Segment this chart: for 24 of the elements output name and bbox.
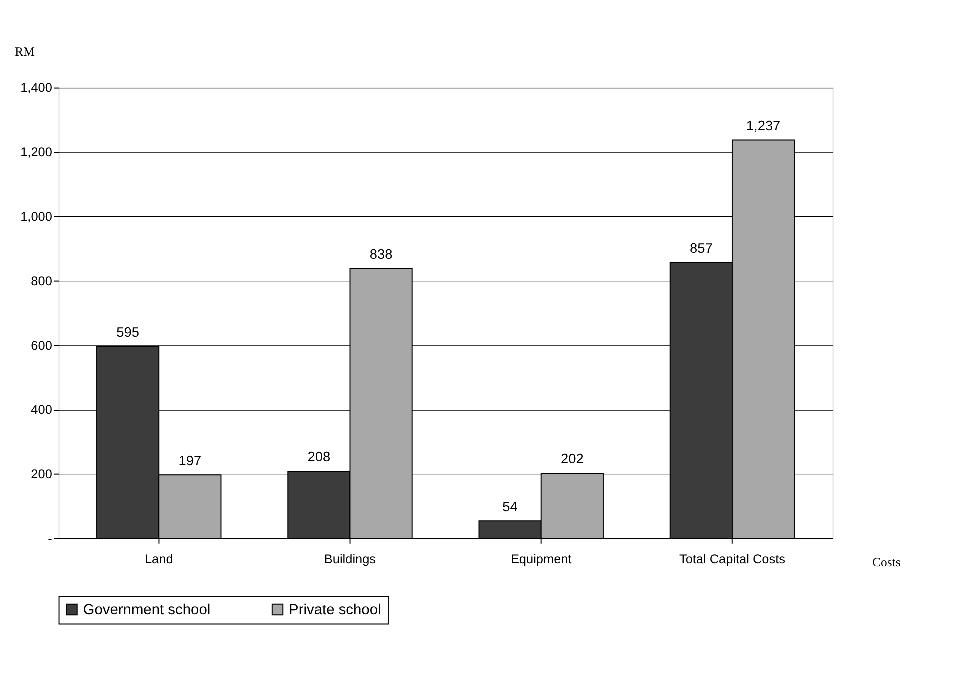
y-tick-label: 1,400 <box>20 80 52 96</box>
text: 1,237 <box>746 118 781 134</box>
text: 838 <box>370 246 393 262</box>
y-tick-label: 400 <box>31 402 52 418</box>
x-tick-label: Buildings <box>324 551 376 566</box>
legend-label: Government school <box>83 602 211 619</box>
y-tick-label: 200 <box>31 466 52 482</box>
x-tick-label: Land <box>144 551 174 566</box>
text: 197 <box>178 453 202 468</box>
text: 595 <box>116 325 140 340</box>
y-tick-label: 1,200 <box>20 144 52 160</box>
text: 208 <box>308 450 331 465</box>
text: 54 <box>502 499 518 514</box>
x-axis-title: Costs <box>872 555 901 570</box>
legend-label: Private school <box>289 602 382 619</box>
y-tick-label: 800 <box>31 273 52 288</box>
y-tick-label: 600 <box>31 338 52 353</box>
x-tick-label: Equipment <box>510 551 572 566</box>
y-axis-title: RM <box>15 44 35 59</box>
text: 857 <box>690 240 713 256</box>
text: 202 <box>560 452 584 467</box>
y-tick-label: 1,000 <box>20 208 52 224</box>
y-tick-label: - <box>48 530 52 546</box>
x-tick-label: Total Capital Costs <box>679 551 786 566</box>
